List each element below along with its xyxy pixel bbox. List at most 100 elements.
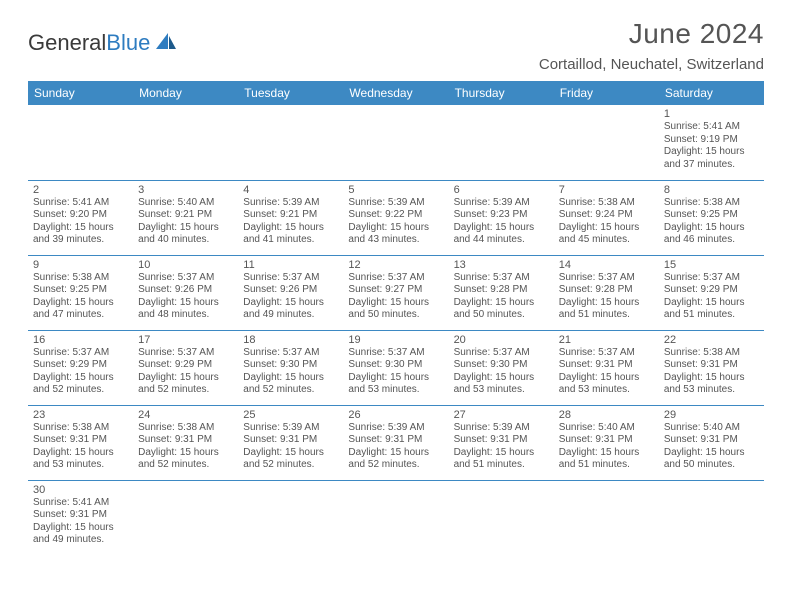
sunrise-line: Sunrise: 5:37 AM	[348, 272, 443, 285]
daylight-line: and 53 minutes.	[664, 384, 759, 397]
daylight-line: Daylight: 15 hours	[348, 297, 443, 310]
daylight-line: Daylight: 15 hours	[243, 297, 338, 310]
day-header: Friday	[554, 81, 659, 105]
page: GeneralBlue June 2024 Cortaillod, Neucha…	[0, 0, 792, 573]
sunset-line: Sunset: 9:28 PM	[454, 284, 549, 297]
day-number: 6	[454, 184, 549, 196]
sunrise-line: Sunrise: 5:38 AM	[33, 272, 128, 285]
daylight-line: and 50 minutes.	[454, 309, 549, 322]
daylight-line: and 51 minutes.	[454, 459, 549, 472]
calendar-cell: 22Sunrise: 5:38 AMSunset: 9:31 PMDayligh…	[659, 330, 764, 405]
daylight-line: Daylight: 15 hours	[138, 372, 233, 385]
sunset-line: Sunset: 9:21 PM	[138, 209, 233, 222]
sunset-line: Sunset: 9:19 PM	[664, 134, 759, 147]
day-header: Sunday	[28, 81, 133, 105]
sunset-line: Sunset: 9:31 PM	[454, 434, 549, 447]
sunrise-line: Sunrise: 5:37 AM	[33, 347, 128, 360]
calendar-cell	[449, 480, 554, 555]
daylight-line: Daylight: 15 hours	[348, 222, 443, 235]
daylight-line: Daylight: 15 hours	[454, 372, 549, 385]
sunrise-line: Sunrise: 5:37 AM	[664, 272, 759, 285]
sunset-line: Sunset: 9:31 PM	[559, 359, 654, 372]
day-number: 1	[664, 108, 759, 120]
sunset-line: Sunset: 9:28 PM	[559, 284, 654, 297]
month-title: June 2024	[539, 18, 764, 50]
sunrise-line: Sunrise: 5:37 AM	[559, 272, 654, 285]
calendar-cell: 21Sunrise: 5:37 AMSunset: 9:31 PMDayligh…	[554, 330, 659, 405]
sunset-line: Sunset: 9:31 PM	[33, 509, 128, 522]
calendar-cell: 25Sunrise: 5:39 AMSunset: 9:31 PMDayligh…	[238, 405, 343, 480]
sunset-line: Sunset: 9:29 PM	[33, 359, 128, 372]
daylight-line: and 52 minutes.	[243, 384, 338, 397]
calendar-cell: 14Sunrise: 5:37 AMSunset: 9:28 PMDayligh…	[554, 255, 659, 330]
calendar-cell: 6Sunrise: 5:39 AMSunset: 9:23 PMDaylight…	[449, 180, 554, 255]
daylight-line: Daylight: 15 hours	[348, 447, 443, 460]
daylight-line: Daylight: 15 hours	[559, 297, 654, 310]
day-header: Tuesday	[238, 81, 343, 105]
sunrise-line: Sunrise: 5:37 AM	[138, 347, 233, 360]
day-number: 3	[138, 184, 233, 196]
day-number: 8	[664, 184, 759, 196]
calendar-cell	[133, 105, 238, 180]
daylight-line: Daylight: 15 hours	[138, 222, 233, 235]
daylight-line: and 52 minutes.	[33, 384, 128, 397]
daylight-line: Daylight: 15 hours	[138, 447, 233, 460]
daylight-line: and 53 minutes.	[559, 384, 654, 397]
daylight-line: and 51 minutes.	[559, 459, 654, 472]
daylight-line: Daylight: 15 hours	[243, 372, 338, 385]
sunrise-line: Sunrise: 5:39 AM	[348, 197, 443, 210]
title-block: June 2024 Cortaillod, Neuchatel, Switzer…	[539, 18, 764, 73]
daylight-line: and 46 minutes.	[664, 234, 759, 247]
day-number: 28	[559, 409, 654, 421]
sunset-line: Sunset: 9:31 PM	[348, 434, 443, 447]
day-number: 23	[33, 409, 128, 421]
day-number: 13	[454, 259, 549, 271]
day-number: 16	[33, 334, 128, 346]
day-number: 11	[243, 259, 338, 271]
day-number: 24	[138, 409, 233, 421]
sunset-line: Sunset: 9:20 PM	[33, 209, 128, 222]
sunrise-line: Sunrise: 5:37 AM	[243, 272, 338, 285]
daylight-line: Daylight: 15 hours	[33, 522, 128, 535]
day-number: 18	[243, 334, 338, 346]
daylight-line: and 52 minutes.	[243, 459, 338, 472]
sunrise-line: Sunrise: 5:39 AM	[243, 422, 338, 435]
daylight-line: and 44 minutes.	[454, 234, 549, 247]
sunset-line: Sunset: 9:31 PM	[243, 434, 338, 447]
daylight-line: and 47 minutes.	[33, 309, 128, 322]
calendar-cell	[554, 105, 659, 180]
calendar-cell: 10Sunrise: 5:37 AMSunset: 9:26 PMDayligh…	[133, 255, 238, 330]
calendar-table: Sunday Monday Tuesday Wednesday Thursday…	[28, 81, 764, 555]
sunrise-line: Sunrise: 5:39 AM	[348, 422, 443, 435]
calendar-cell: 11Sunrise: 5:37 AMSunset: 9:26 PMDayligh…	[238, 255, 343, 330]
sunrise-line: Sunrise: 5:39 AM	[454, 197, 549, 210]
day-header-row: Sunday Monday Tuesday Wednesday Thursday…	[28, 81, 764, 105]
calendar-cell: 26Sunrise: 5:39 AMSunset: 9:31 PMDayligh…	[343, 405, 448, 480]
sunrise-line: Sunrise: 5:37 AM	[243, 347, 338, 360]
day-number: 30	[33, 484, 128, 496]
daylight-line: Daylight: 15 hours	[454, 297, 549, 310]
day-number: 4	[243, 184, 338, 196]
daylight-line: and 43 minutes.	[348, 234, 443, 247]
day-number: 2	[33, 184, 128, 196]
day-number: 15	[664, 259, 759, 271]
calendar-cell: 1Sunrise: 5:41 AMSunset: 9:19 PMDaylight…	[659, 105, 764, 180]
calendar-row: 16Sunrise: 5:37 AMSunset: 9:29 PMDayligh…	[28, 330, 764, 405]
sail-icon	[154, 31, 178, 56]
calendar-row: 1Sunrise: 5:41 AMSunset: 9:19 PMDaylight…	[28, 105, 764, 180]
daylight-line: Daylight: 15 hours	[559, 447, 654, 460]
sunrise-line: Sunrise: 5:38 AM	[33, 422, 128, 435]
sunrise-line: Sunrise: 5:38 AM	[559, 197, 654, 210]
calendar-cell	[28, 105, 133, 180]
sunset-line: Sunset: 9:22 PM	[348, 209, 443, 222]
sunset-line: Sunset: 9:23 PM	[454, 209, 549, 222]
calendar-cell: 19Sunrise: 5:37 AMSunset: 9:30 PMDayligh…	[343, 330, 448, 405]
daylight-line: and 52 minutes.	[138, 384, 233, 397]
daylight-line: Daylight: 15 hours	[664, 297, 759, 310]
sunrise-line: Sunrise: 5:41 AM	[33, 497, 128, 510]
sunset-line: Sunset: 9:30 PM	[348, 359, 443, 372]
daylight-line: Daylight: 15 hours	[664, 146, 759, 159]
daylight-line: Daylight: 15 hours	[243, 447, 338, 460]
daylight-line: and 52 minutes.	[138, 459, 233, 472]
daylight-line: and 51 minutes.	[664, 309, 759, 322]
